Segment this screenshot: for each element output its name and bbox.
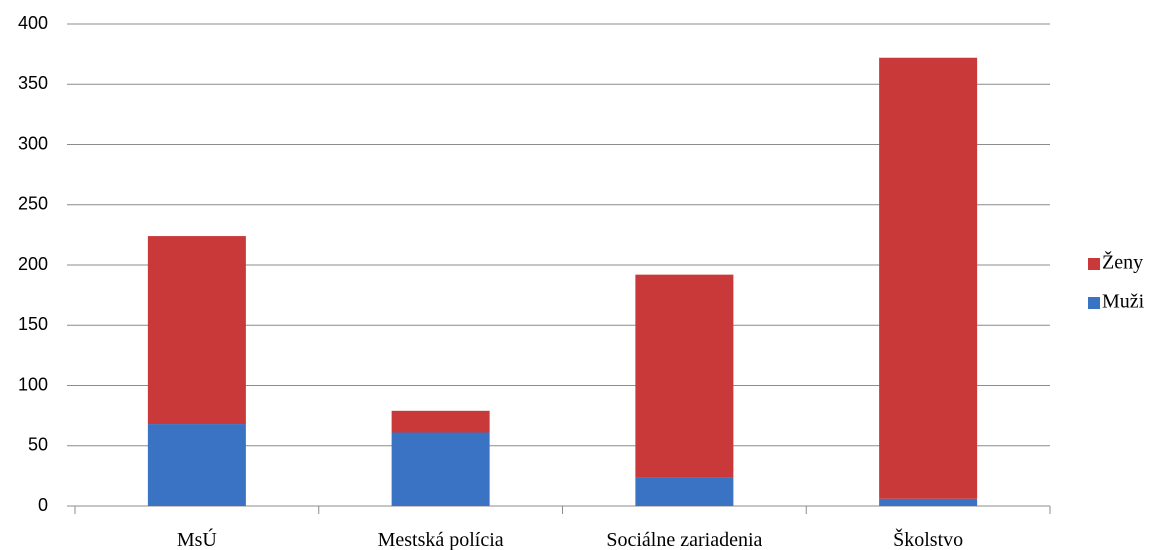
bar-segment [635, 274, 734, 478]
bar-segment [147, 424, 246, 506]
y-tick-label: 100 [18, 374, 48, 394]
legend-swatch [1088, 258, 1100, 270]
x-tick-label: Mestská polícia [378, 529, 504, 550]
y-tick-label: 300 [18, 133, 48, 153]
y-tick-label: 0 [38, 495, 48, 515]
bar-segment [635, 477, 734, 506]
bar-segment [879, 57, 978, 499]
x-tick-label: MsÚ [177, 527, 218, 550]
bar-segment [391, 410, 490, 433]
y-tick-label: 200 [18, 254, 48, 274]
legend-label: Muži [1102, 291, 1145, 313]
bar-segment [391, 432, 490, 506]
x-tick-label: Školstvo [893, 527, 963, 550]
bar-segment [147, 236, 246, 425]
bar-segment [879, 498, 978, 506]
y-tick-label: 250 [18, 194, 48, 214]
legend-swatch [1088, 297, 1100, 309]
y-tick-label: 350 [18, 73, 48, 93]
legend-label: Ženy [1102, 251, 1143, 274]
y-tick-label: 50 [28, 435, 48, 455]
y-tick-label: 400 [18, 13, 48, 33]
x-tick-label: Sociálne zariadenia [606, 529, 762, 550]
y-tick-label: 150 [18, 314, 48, 334]
